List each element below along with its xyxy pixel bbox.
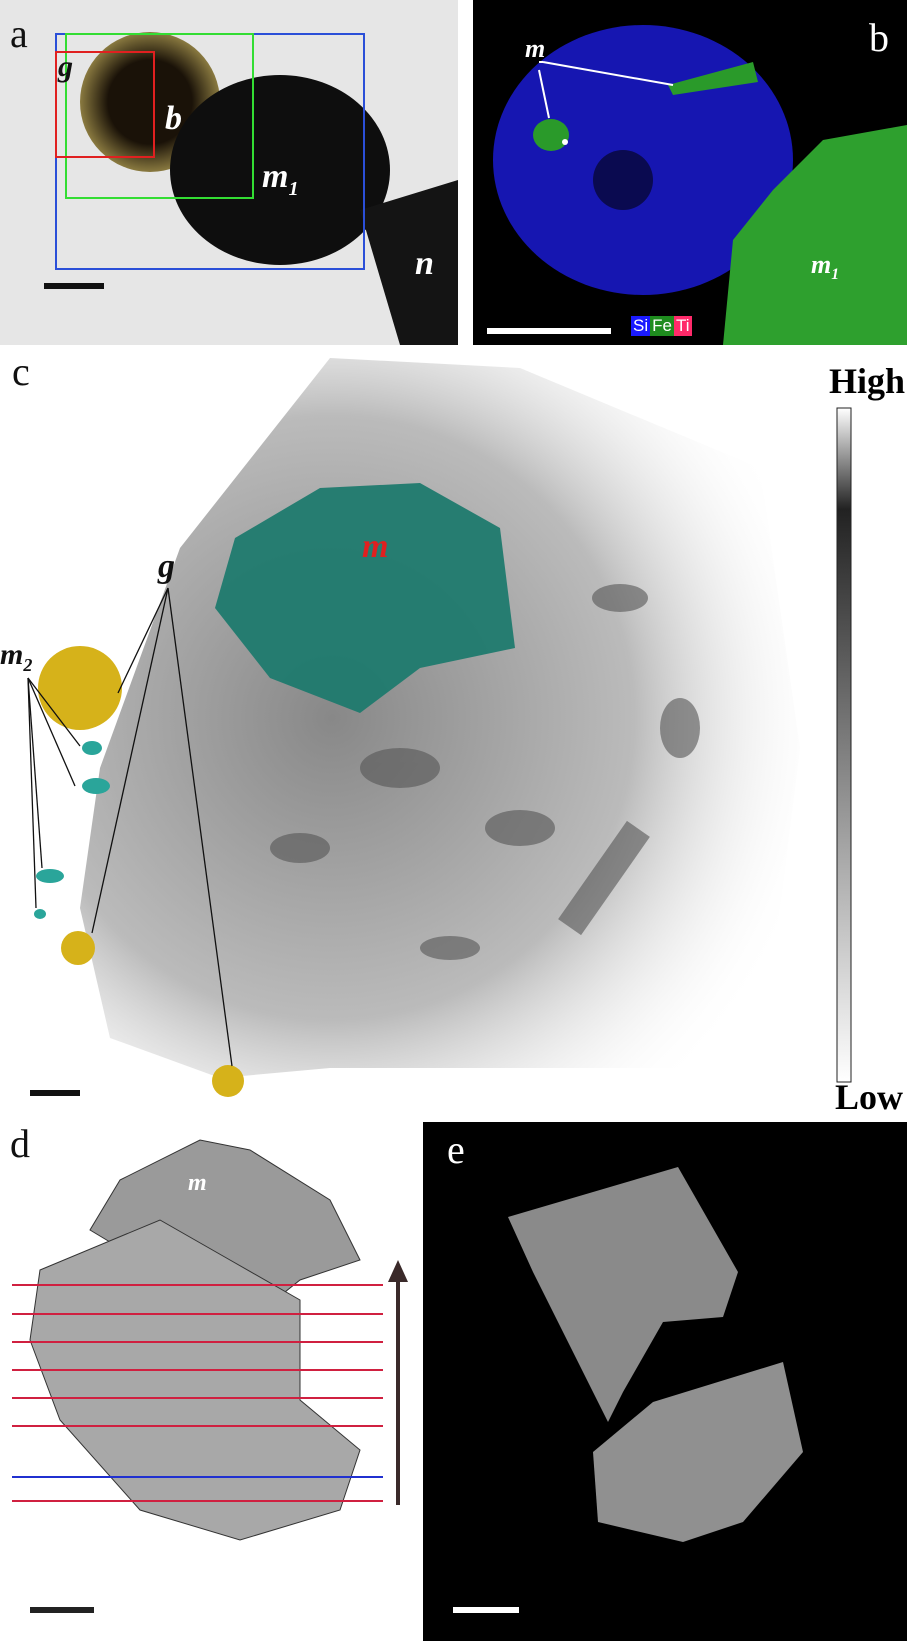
legend-si: Si [631, 316, 651, 336]
panel-e-image [453, 1167, 803, 1613]
m1-sub: 1 [288, 177, 299, 200]
colorbar [836, 407, 852, 1083]
label-m: m [362, 528, 389, 565]
label-n: n [415, 245, 434, 282]
label-m: m [525, 34, 546, 63]
panel-label: d [10, 1121, 30, 1166]
panel-d-image [12, 1139, 408, 1613]
m2-sub: 2 [23, 655, 33, 675]
label-m: m [188, 1170, 207, 1196]
legend-ti: Ti [673, 316, 692, 336]
element-legend: Si Fe Ti [631, 316, 692, 336]
mineral-m [215, 483, 515, 713]
m2-grains [34, 741, 110, 919]
colorbar-low: Low [834, 1077, 903, 1117]
gold-grain-3 [212, 1065, 244, 1097]
m1-text: m [262, 158, 289, 195]
panel-label: a [10, 11, 28, 56]
scale-bar [44, 283, 104, 289]
particle-n [360, 180, 458, 345]
panel-label: e [447, 1127, 465, 1172]
scale-bar [30, 1090, 80, 1096]
scale-bar [30, 1607, 94, 1613]
label-g: g [158, 548, 175, 585]
grain-lower [29, 1219, 361, 1541]
panel-label: c [12, 349, 30, 394]
panel-d: d m [0, 1120, 420, 1641]
slice-upper-section [508, 1167, 738, 1422]
m1-region [723, 125, 907, 345]
label-m1: m1 [262, 158, 299, 201]
scale-bar [487, 328, 611, 334]
panel-b: b m m1 Si Fe Ti [473, 0, 907, 345]
panel-a-image [44, 32, 458, 345]
panel-c: c g m m2 High Low [0, 348, 907, 1118]
slice-lines [12, 1284, 383, 1502]
m1-text: m [811, 250, 832, 279]
slice-lower-section [593, 1362, 803, 1542]
panel-label: b [869, 15, 889, 60]
box-red [55, 51, 155, 158]
colorbar-high: High [828, 361, 905, 401]
panel-b-image [487, 25, 907, 345]
label-g: g [58, 50, 73, 83]
m1-sub: 1 [831, 266, 840, 284]
panel-e: e [423, 1122, 907, 1641]
particle-m1 [170, 75, 390, 265]
box-green [65, 33, 254, 199]
fe-inclusion-top [668, 62, 758, 95]
legend-fe: Fe [650, 316, 674, 336]
label-m1: m1 [811, 250, 839, 284]
label-b: b [165, 100, 182, 137]
gold-grain-1 [38, 646, 122, 730]
fe-inclusion-left [533, 119, 569, 151]
scale-bar [453, 1607, 519, 1613]
m2-text: m [0, 638, 24, 671]
label-m2: m2 [0, 638, 32, 676]
panel-c-image [27, 358, 852, 1097]
panel-a: a g b m1 n [0, 0, 458, 345]
arrow-head-icon [388, 1260, 408, 1282]
gold-grain-2 [61, 931, 95, 965]
leader-lines [27, 587, 233, 1067]
